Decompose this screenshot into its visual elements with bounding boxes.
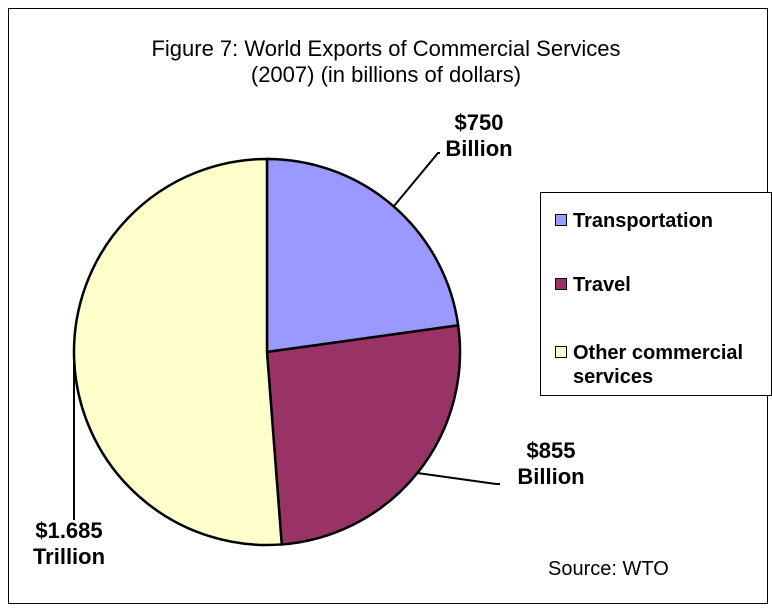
legend-text-other-line2: services — [573, 366, 654, 388]
chart-source: Source: WTO — [548, 558, 669, 580]
legend-swatch-transportation — [555, 214, 567, 226]
slice-label-other: $1.685 Trillion — [14, 518, 124, 570]
pie-slice-travel — [265, 323, 462, 546]
chart-legend: Transportation Travel Other commercial s… — [540, 192, 772, 396]
slice-label-other-unit: Trillion — [32, 544, 106, 569]
leader-line-transportation — [392, 152, 440, 208]
chart-title-line-2: (2007) (in billions of dollars) — [250, 62, 522, 87]
legend-item-transportation: Transportation — [555, 209, 713, 233]
legend-item-other: Other commercial services — [555, 341, 743, 389]
legend-text-travel: Travel — [573, 274, 631, 296]
pie-slice-transportation — [265, 157, 460, 354]
slice-label-travel-unit: Billion — [517, 464, 585, 489]
slice-label-transportation-unit: Billion — [445, 136, 513, 161]
legend-item-travel: Travel — [555, 273, 631, 297]
slice-label-travel-value: $855 — [526, 438, 576, 463]
leader-line-travel — [417, 472, 500, 485]
legend-swatch-other — [555, 346, 567, 358]
legend-text-transportation: Transportation — [573, 210, 714, 232]
pie-slice-other — [72, 157, 284, 547]
legend-text-other-line1: Other commercial — [573, 342, 744, 364]
slice-label-transportation: $750 Billion — [424, 110, 534, 162]
legend-swatch-travel — [555, 278, 567, 290]
slice-label-other-value: $1.685 — [35, 518, 103, 543]
slice-label-transportation-value: $750 — [454, 110, 504, 135]
chart-title-line-1: Figure 7: World Exports of Commercial Se… — [151, 36, 621, 61]
slice-label-travel: $855 Billion — [496, 438, 606, 490]
